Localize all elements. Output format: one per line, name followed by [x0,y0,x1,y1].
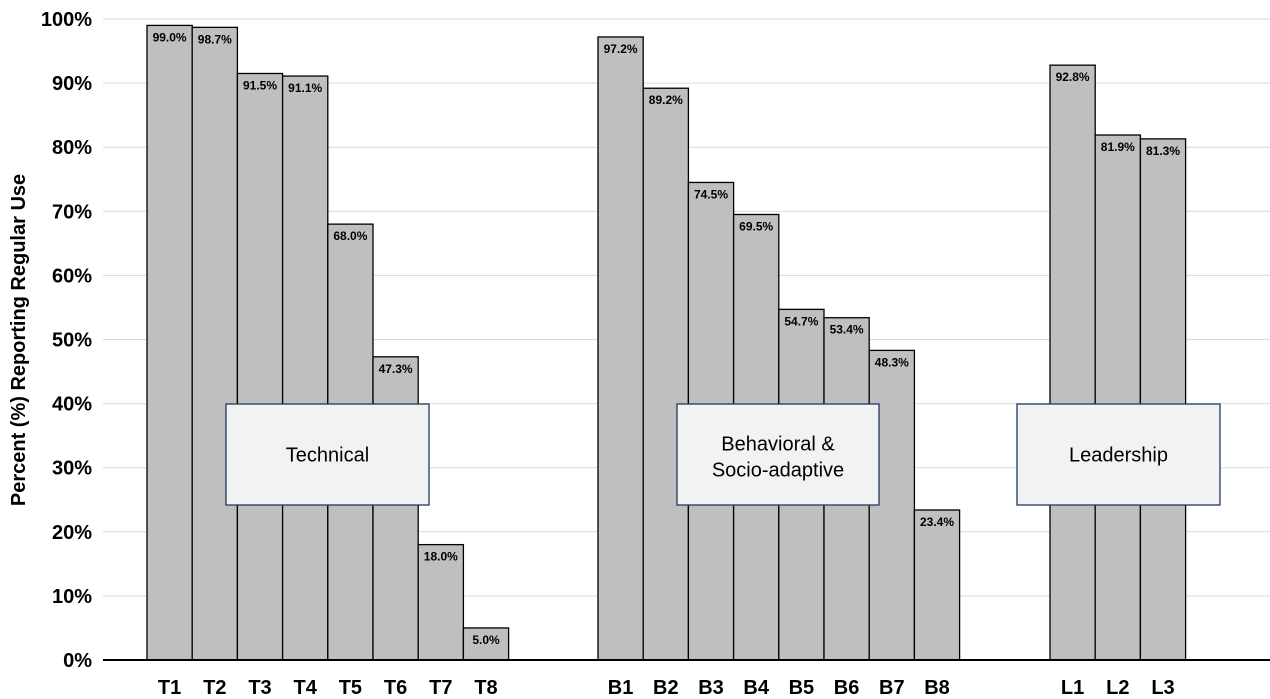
x-tick-label: T8 [474,677,497,699]
x-tick-label: B2 [653,677,679,699]
x-axis-ticks: T1 T2 T3 T4 T5 T6 T7 T8 B1 B2 B3 B4 B5 B6 B7 B8 L1 L2 L3 [158,677,1175,699]
x-tick-label: T1 [158,677,181,699]
data-label: 74.5% [694,187,728,201]
bars [146,24,1187,661]
x-tick-label: B7 [879,677,905,699]
x-tick-label: L1 [1061,677,1084,699]
data-label: 81.9% [1101,140,1135,154]
group-label: Technical [286,445,369,467]
y-tick-label: 20% [52,522,92,544]
data-label: 18.0% [424,550,458,564]
data-label: 97.2% [604,42,638,56]
data-label: 69.5% [739,220,773,234]
group-label-boxes: Technical Behavioral & Socio-adaptive Leade… [225,403,1221,506]
data-labels: 99.0% 98.7% 91.5% 91.1% 68.0% 47.3% 18.0% 5.0% 9… [153,30,1181,647]
y-tick-label: 0% [63,650,92,672]
y-tick-label: 70% [52,201,92,223]
y-axis-ticks: 0% 10% 20% 30% 40% 50% 60% 70% 80% 90% 100% [41,9,92,672]
group-label: Socio-adaptive [712,460,844,482]
y-axis-label: Percent (%) Reporting Regular Use [8,174,30,506]
bar-l3 [1139,138,1187,661]
y-tick-label: 60% [52,265,92,287]
data-label: 54.7% [784,314,818,328]
x-tick-label: T7 [429,677,452,699]
y-tick-label: 90% [52,73,92,95]
data-label: 48.3% [875,355,909,369]
bar-t3 [236,72,284,661]
data-label: 68.0% [333,229,367,243]
bar-t7 [417,543,465,661]
bar-t2 [191,26,239,661]
x-tick-label: B8 [924,677,950,699]
x-tick-label: T5 [339,677,362,699]
x-tick-label: T3 [248,677,271,699]
group-label: Leadership [1069,445,1168,467]
group-box [1016,403,1221,506]
x-tick-label: B3 [698,677,724,699]
x-tick-label: B1 [608,677,634,699]
x-tick-label: T2 [203,677,226,699]
bar-l1 [1049,64,1096,661]
data-label: 89.2% [649,93,683,107]
y-tick-label: 10% [52,586,92,608]
bar-b2 [642,87,690,661]
x-tick-label: L3 [1151,677,1174,699]
bar-b8 [913,509,961,661]
bar-t1 [146,24,193,661]
data-label: 91.1% [288,81,322,95]
group-label: Behavioral & [721,434,835,456]
x-tick-label: B4 [743,677,769,699]
y-tick-label: 30% [52,458,92,480]
x-tick-label: B5 [789,677,815,699]
bar-b1 [597,36,644,661]
y-tick-label: 50% [52,330,92,352]
x-tick-label: B6 [834,677,860,699]
x-tick-label: T6 [384,677,407,699]
bar-t6 [372,356,419,661]
data-label: 5.0% [472,633,500,647]
bar-t4 [281,75,329,661]
group-box [225,403,430,506]
x-tick-label: T4 [294,677,318,699]
y-tick-label: 40% [52,394,92,416]
data-label: 99.0% [153,30,187,44]
data-label: 23.4% [920,515,954,529]
data-label: 81.3% [1146,144,1180,158]
data-label: 98.7% [198,32,232,46]
bar-l2 [1094,134,1142,661]
data-label: 92.8% [1056,70,1090,84]
group-box [676,403,880,506]
x-tick-label: L2 [1106,677,1129,699]
data-label: 47.3% [379,362,413,376]
data-label: 91.5% [243,78,277,92]
data-label: 53.4% [830,323,864,337]
y-tick-label: 80% [52,137,92,159]
y-tick-label: 100% [41,9,92,31]
